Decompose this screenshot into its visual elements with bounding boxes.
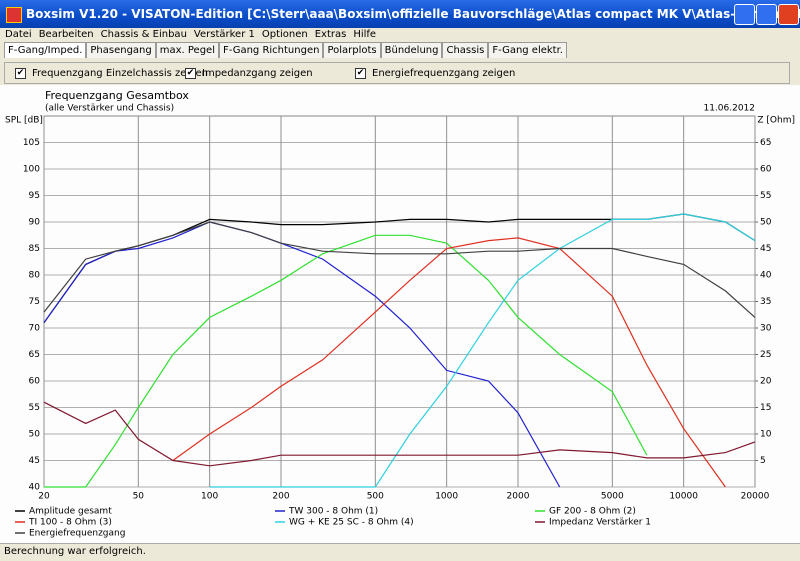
legend-label: TW 300 - 8 Ohm (1) bbox=[288, 507, 378, 517]
y-tick-label: 70 bbox=[29, 324, 41, 334]
checkbox[interactable]: ✔ bbox=[15, 68, 26, 79]
series-line bbox=[209, 213, 756, 488]
legend-label: TI 100 - 8 Ohm (3) bbox=[28, 518, 112, 528]
tab[interactable]: Chassis bbox=[442, 42, 489, 58]
x-tick-label: 10000 bbox=[669, 492, 698, 502]
legend-label: WG + KE 25 SC - 8 Ohm (4) bbox=[289, 518, 414, 528]
checkbox-label: Impedanzgang zeigen bbox=[202, 68, 313, 79]
tab[interactable]: Phasengang bbox=[86, 42, 156, 58]
x-tick-label: 100 bbox=[201, 492, 218, 502]
y2-tick-label: 30 bbox=[760, 324, 772, 334]
y-tick-label: 105 bbox=[23, 138, 40, 148]
tab[interactable]: Bündelung bbox=[380, 42, 443, 58]
legend-label: Amplitude gesamt bbox=[29, 507, 112, 517]
y2-tick-label: 5 bbox=[760, 456, 766, 466]
y-tick-label: 95 bbox=[29, 191, 40, 201]
series-line bbox=[44, 234, 648, 488]
tab[interactable]: F-Gang/Imped. bbox=[4, 42, 87, 58]
y-tick-label: 100 bbox=[23, 165, 40, 175]
y2-tick-label: 50 bbox=[760, 218, 772, 228]
x-tick-label: 50 bbox=[133, 492, 145, 502]
maximize-button[interactable] bbox=[756, 4, 777, 25]
minimize-button[interactable] bbox=[734, 4, 755, 25]
chart-date: 11.06.2012 bbox=[703, 104, 755, 114]
close-button[interactable] bbox=[778, 4, 799, 25]
y2-tick-label: 10 bbox=[760, 430, 772, 440]
status-text: Berechnung war erfolgreich. bbox=[4, 546, 146, 557]
checkbox-option[interactable]: ✔ Frequenzgang Einzelchassis zeigen bbox=[15, 68, 208, 79]
y-tick-label: 60 bbox=[29, 377, 41, 387]
checkbox[interactable]: ✔ bbox=[355, 68, 366, 79]
options-panel: ✔ Frequenzgang Einzelchassis zeigen ✔ Imped… bbox=[4, 62, 790, 84]
y-tick-label: 55 bbox=[29, 403, 40, 413]
menu-item[interactable]: Chassis & Einbau bbox=[100, 29, 187, 40]
menu-item[interactable]: Bearbeiten bbox=[38, 29, 94, 40]
x-tick-label: 500 bbox=[367, 492, 384, 502]
series-line bbox=[43, 401, 756, 467]
chart-title: Frequenzgang Gesamtbox bbox=[45, 89, 189, 102]
y-tick-label: 40 bbox=[29, 483, 41, 493]
y2-tick-label: 55 bbox=[760, 191, 771, 201]
y-tick-label: 85 bbox=[29, 244, 40, 254]
menu-item[interactable]: Extras bbox=[314, 29, 347, 40]
y-tick-label: 80 bbox=[29, 271, 41, 281]
checkbox-label: Energiefrequenzgang zeigen bbox=[372, 68, 516, 79]
x-tick-label: 20 bbox=[38, 492, 50, 502]
menu-item[interactable]: Verstärker 1 bbox=[193, 29, 255, 40]
x-tick-label: 20000 bbox=[741, 492, 770, 502]
menu-item[interactable]: Optionen bbox=[261, 29, 308, 40]
tab-bar: F-Gang/Imped. Phasengang max. Pegel F-Gang … bbox=[4, 42, 567, 58]
tab[interactable]: Polarplots bbox=[323, 42, 381, 58]
y2-tick-label: 45 bbox=[760, 244, 771, 254]
series-line bbox=[172, 237, 726, 488]
chart: Frequenzgang Gesamtbox (alle Verstärker … bbox=[0, 85, 800, 543]
legend-label: Energiefrequenzgang bbox=[29, 529, 125, 539]
y2-tick-label: 20 bbox=[760, 377, 772, 387]
y2-axis-label: Z [Ohm] bbox=[757, 116, 795, 126]
x-tick-label: 200 bbox=[272, 492, 289, 502]
app-icon bbox=[6, 7, 22, 23]
window-title: Boxsim V1.20 - VISATON-Edition [C:\Sterr… bbox=[26, 7, 800, 21]
y2-tick-label: 35 bbox=[760, 297, 771, 307]
x-tick-label: 1000 bbox=[435, 492, 458, 502]
legend-label: Impedanz Verstärker 1 bbox=[549, 518, 651, 528]
x-tick-label: 5000 bbox=[601, 492, 624, 502]
checkbox-label: Frequenzgang Einzelchassis zeigen bbox=[32, 68, 209, 79]
menu-item[interactable]: Hilfe bbox=[353, 29, 377, 40]
checkbox-option[interactable]: ✔ Impedanzgang zeigen bbox=[185, 68, 313, 79]
legend-label: GF 200 - 8 Ohm (2) bbox=[549, 507, 636, 517]
checkbox[interactable]: ✔ bbox=[185, 68, 196, 79]
y2-tick-label: 60 bbox=[760, 165, 772, 175]
y2-tick-label: 65 bbox=[760, 138, 771, 148]
chart-subtitle: (alle Verstärker und Chassis) bbox=[45, 104, 174, 114]
tab[interactable]: F-Gang elektr. bbox=[488, 42, 567, 58]
y2-tick-label: 25 bbox=[760, 350, 771, 360]
menu-item[interactable]: Datei bbox=[5, 29, 32, 40]
y-tick-label: 90 bbox=[29, 218, 41, 228]
status-bar: Berechnung war erfolgreich. bbox=[0, 543, 800, 561]
y-tick-label: 75 bbox=[29, 297, 40, 307]
checkbox-option[interactable]: ✔ Energiefrequenzgang zeigen bbox=[355, 68, 515, 79]
tab[interactable]: max. Pegel bbox=[155, 42, 219, 58]
series-line bbox=[43, 221, 756, 318]
y2-tick-label: 40 bbox=[760, 271, 772, 281]
chart-background bbox=[0, 85, 800, 543]
menu-bar: Datei Bearbeiten Chassis & Einbau Verstärke… bbox=[0, 28, 376, 41]
y-tick-label: 50 bbox=[29, 430, 41, 440]
x-tick-label: 2000 bbox=[507, 492, 530, 502]
y-axis-label: SPL [dB] bbox=[5, 116, 43, 126]
tab[interactable]: F-Gang Richtungen bbox=[218, 42, 324, 58]
y2-tick-label: 15 bbox=[760, 403, 771, 413]
title-bar: Boxsim V1.20 - VISATON-Edition [C:\Sterr… bbox=[0, 0, 800, 28]
y-tick-label: 65 bbox=[29, 350, 40, 360]
y-tick-label: 45 bbox=[29, 456, 40, 466]
